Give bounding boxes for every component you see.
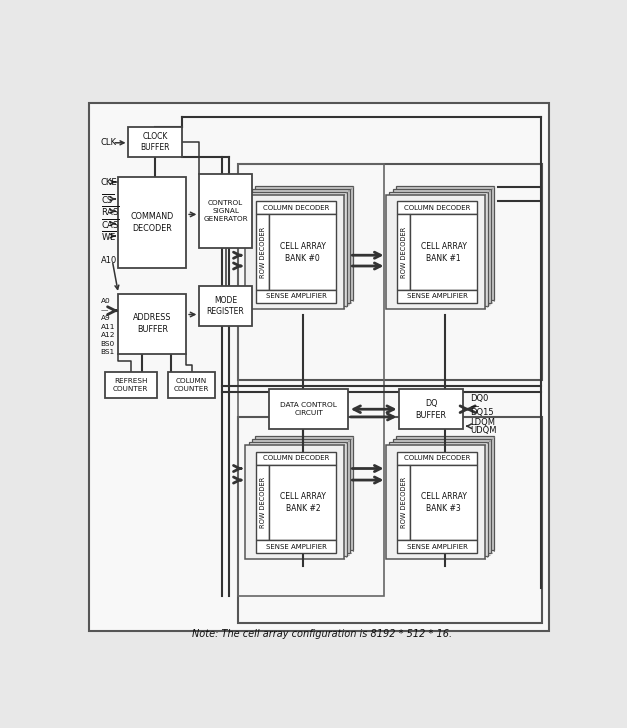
Bar — [393, 189, 491, 303]
Bar — [397, 540, 477, 553]
Bar — [396, 186, 494, 300]
Text: A9: A9 — [101, 315, 110, 321]
Bar — [399, 389, 463, 430]
Text: COLUMN DECODER: COLUMN DECODER — [404, 455, 470, 461]
Bar — [246, 446, 344, 559]
Bar — [389, 192, 488, 306]
Text: CELL ARRAY
BANK #0: CELL ARRAY BANK #0 — [280, 242, 326, 263]
Bar — [397, 451, 477, 464]
Bar — [397, 464, 410, 540]
Bar — [410, 464, 477, 540]
Bar — [238, 417, 542, 623]
Text: COLUMN
COUNTER: COLUMN COUNTER — [174, 379, 209, 392]
Text: BS0: BS0 — [101, 341, 115, 347]
Bar — [248, 443, 347, 556]
Bar — [270, 215, 336, 290]
Text: $\overline{\rm CAS}$: $\overline{\rm CAS}$ — [101, 217, 120, 231]
Text: A10: A10 — [101, 256, 117, 265]
Bar — [129, 127, 182, 157]
Bar — [248, 192, 347, 306]
Text: $\overline{\rm CS}$: $\overline{\rm CS}$ — [101, 192, 114, 206]
Text: SENSE AMPLIFIER: SENSE AMPLIFIER — [266, 544, 327, 550]
Bar — [256, 290, 336, 303]
Bar — [251, 189, 350, 303]
Bar — [397, 290, 477, 303]
Text: UDQM: UDQM — [470, 425, 497, 435]
Text: CELL ARRAY
BANK #2: CELL ARRAY BANK #2 — [280, 492, 326, 513]
Text: COLUMN DECODER: COLUMN DECODER — [263, 455, 330, 461]
Text: ADDRESS
BUFFER: ADDRESS BUFFER — [133, 313, 172, 334]
Text: COLUMN DECODER: COLUMN DECODER — [404, 205, 470, 211]
Text: COMMAND
DECODER: COMMAND DECODER — [130, 212, 174, 232]
Text: A11: A11 — [101, 324, 115, 330]
Text: —: — — [470, 402, 478, 411]
Text: COLUMN DECODER: COLUMN DECODER — [263, 205, 330, 211]
Text: BS1: BS1 — [101, 349, 115, 355]
Bar — [255, 186, 353, 300]
Bar — [105, 372, 157, 398]
Text: CLK: CLK — [101, 138, 117, 147]
Bar — [256, 464, 270, 540]
Text: ROW DECODER: ROW DECODER — [260, 477, 266, 528]
Bar — [256, 215, 270, 290]
Bar — [169, 372, 214, 398]
Bar — [256, 451, 336, 464]
Bar — [397, 215, 410, 290]
Text: DQ0: DQ0 — [470, 394, 488, 403]
Text: ROW DECODER: ROW DECODER — [260, 226, 266, 278]
Bar — [199, 175, 251, 248]
Bar — [270, 464, 336, 540]
Text: CELL ARRAY
BANK #3: CELL ARRAY BANK #3 — [421, 492, 466, 513]
Text: A12: A12 — [101, 332, 115, 339]
Bar — [256, 202, 336, 215]
Bar — [256, 540, 336, 553]
Bar — [246, 195, 344, 309]
Text: —: — — [101, 307, 108, 313]
Text: MODE
REGISTER: MODE REGISTER — [207, 296, 245, 317]
Bar — [270, 389, 348, 430]
Bar — [255, 436, 353, 550]
Text: CLOCK
BUFFER: CLOCK BUFFER — [140, 132, 170, 152]
Text: SENSE AMPLIFIER: SENSE AMPLIFIER — [407, 544, 468, 550]
Bar — [238, 165, 542, 380]
Bar — [393, 439, 491, 553]
Text: DQ15: DQ15 — [470, 408, 494, 417]
Text: A0: A0 — [101, 298, 110, 304]
Bar — [386, 446, 485, 559]
Bar — [238, 165, 384, 596]
Text: ROW DECODER: ROW DECODER — [401, 477, 407, 528]
Text: $\overline{\rm RAS}$: $\overline{\rm RAS}$ — [101, 205, 120, 218]
Bar — [389, 443, 488, 556]
Bar — [119, 177, 186, 267]
Text: DQ
BUFFER: DQ BUFFER — [416, 399, 446, 419]
Bar — [119, 293, 186, 354]
Bar — [396, 436, 494, 550]
Text: DATA CONTROL
CIRCUIT: DATA CONTROL CIRCUIT — [280, 402, 337, 416]
Text: $\overline{\rm WE}$: $\overline{\rm WE}$ — [101, 229, 116, 243]
Text: REFRESH
COUNTER: REFRESH COUNTER — [113, 379, 149, 392]
Text: ROW DECODER: ROW DECODER — [401, 226, 407, 278]
Bar — [397, 202, 477, 215]
Bar — [199, 286, 251, 326]
Text: CKE: CKE — [101, 178, 117, 186]
Text: CELL ARRAY
BANK #1: CELL ARRAY BANK #1 — [421, 242, 466, 263]
Bar — [410, 215, 477, 290]
Text: LDQM: LDQM — [470, 418, 495, 427]
Text: SENSE AMPLIFIER: SENSE AMPLIFIER — [407, 293, 468, 299]
Text: CONTROL
SIGNAL
GENERATOR: CONTROL SIGNAL GENERATOR — [203, 200, 248, 222]
Bar — [251, 439, 350, 553]
Text: Note: The cell array configuration is 8192 * 512 * 16.: Note: The cell array configuration is 81… — [192, 629, 452, 639]
Text: SENSE AMPLIFIER: SENSE AMPLIFIER — [266, 293, 327, 299]
Bar — [386, 195, 485, 309]
